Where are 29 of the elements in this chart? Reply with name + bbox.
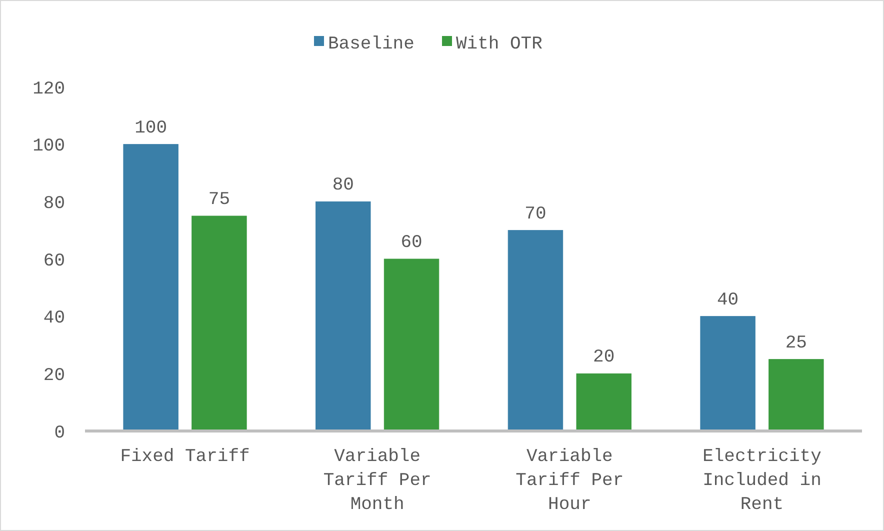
data-label: 60: [400, 233, 422, 253]
x-tick-label: Fixed Tariff: [120, 447, 250, 467]
data-label: 20: [593, 348, 615, 368]
data-label: 100: [134, 118, 168, 138]
bar: [316, 201, 371, 432]
data-label: 80: [332, 176, 354, 196]
y-tick-label: 120: [32, 79, 65, 100]
x-tick-label: Electricity Included in Rent: [702, 447, 822, 515]
data-label: 40: [716, 290, 739, 310]
y-tick-label: 80: [43, 194, 65, 214]
bar: [384, 258, 440, 432]
y-tick-label: 100: [32, 136, 65, 157]
legend-label: Baseline: [328, 34, 414, 54]
x-tick-label: Variable Tariff Per Hour: [516, 447, 624, 515]
bar: [768, 359, 824, 432]
data-label: 25: [785, 333, 807, 354]
bar: [700, 316, 756, 432]
bar: [192, 216, 247, 432]
data-label: 75: [208, 190, 230, 210]
x-tick-label: Variable Tariff Per Month: [323, 447, 432, 515]
data-label: 70: [524, 204, 546, 224]
bar: [123, 144, 178, 432]
y-tick-label: 60: [43, 251, 65, 272]
legend-label: With OTR: [456, 34, 543, 54]
bar: [508, 230, 564, 432]
y-tick-label: 20: [43, 366, 65, 386]
y-tick-label: 0: [54, 423, 65, 444]
bar: [576, 373, 632, 432]
y-tick-label: 40: [43, 308, 65, 329]
